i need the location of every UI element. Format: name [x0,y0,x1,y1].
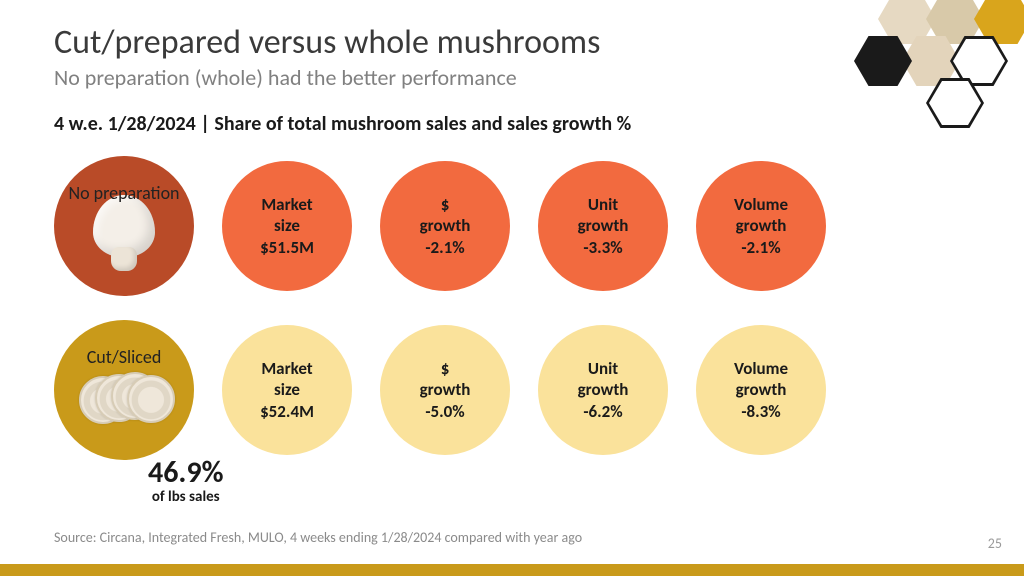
slide-subtitle: No preparation (whole) had the better pe… [54,64,517,91]
metric-volume-growth-noprep: Volume growth -2.1% [696,161,826,291]
slice-icon [127,375,175,423]
metric-line: Unit [588,194,618,215]
lead-circle-no-preparation: No preparation [54,156,194,296]
metric-line: -2.1% [425,237,464,258]
metric-line: -6.2% [583,401,622,422]
mushroom-whole-icon [93,195,155,257]
hex-photo-1 [878,0,936,44]
metric-line: growth [736,215,787,236]
metric-market-size-cut: Market size $52.4M [222,325,352,455]
hex-photo-3 [902,36,960,86]
metric-line: -8.3% [741,401,780,422]
callout: 46.9% of lbs sales [148,458,224,506]
row-no-preparation: No preparation Market size $51.5M $ grow… [54,156,964,296]
hex-photo-2 [926,0,984,44]
metric-unit-growth-noprep: Unit growth -3.3% [538,161,668,291]
slide-title: Cut/prepared versus whole mushrooms [54,22,600,63]
metric-market-size-noprep: Market size $51.5M [222,161,352,291]
source-text: Source: Circana, Integrated Fresh, MULO,… [54,529,582,546]
hex-outline-2 [926,78,984,128]
metric-dollar-growth-cut: $ growth -5.0% [380,325,510,455]
lead-label-cut-sliced: Cut/Sliced [87,346,162,368]
lead-label-no-preparation: No preparation [68,182,179,204]
metric-line: Market [261,358,312,379]
metric-unit-growth-cut: Unit growth -6.2% [538,325,668,455]
row-cut-sliced: Cut/Sliced Market size $52.4M $ growth -… [54,320,964,460]
hex-dark-1 [854,36,912,86]
metric-line: $ [441,358,450,379]
honeycomb-decoration [830,0,1024,144]
metric-line: Unit [588,358,618,379]
metric-dollar-growth-noprep: $ growth -2.1% [380,161,510,291]
slide: { "title": "Cut/prepared versus whole mu… [0,0,1024,576]
metric-line: -3.3% [583,237,622,258]
callout-value: 46.9% [148,458,224,488]
metric-line: $ [441,194,450,215]
metric-volume-growth-cut: Volume growth -8.3% [696,325,826,455]
page-number: 25 [988,535,1002,552]
lead-circle-cut-sliced: Cut/Sliced [54,320,194,460]
metric-line: $52.4M [260,401,314,422]
metric-line: growth [420,379,471,400]
metric-line: -5.0% [425,401,464,422]
mushroom-slices-icon [79,372,169,428]
metric-line: size [274,215,300,236]
metric-line: growth [578,215,629,236]
metric-line: growth [578,379,629,400]
metric-line: Volume [734,358,788,379]
metric-line: growth [736,379,787,400]
section-heading: 4 w.e. 1/28/2024 | Share of total mushro… [54,112,631,136]
hex-gold [974,0,1024,44]
metric-line: Volume [734,194,788,215]
metric-line: Market [261,194,312,215]
metric-line: $51.5M [260,237,314,258]
metric-line: size [274,379,300,400]
hex-outline-1 [950,36,1008,86]
metric-line: growth [420,215,471,236]
callout-label: of lbs sales [148,488,224,506]
bottom-accent-bar [0,564,1024,576]
metric-line: -2.1% [741,237,780,258]
